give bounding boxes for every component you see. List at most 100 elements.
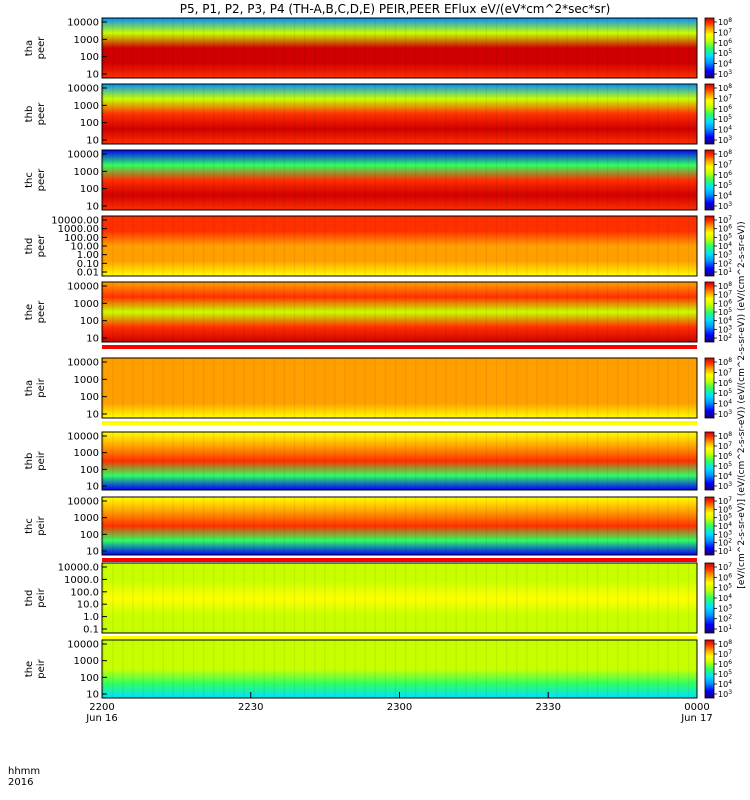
texture-stripe <box>273 358 275 418</box>
texture-stripe <box>647 640 649 698</box>
texture-stripe <box>233 282 235 342</box>
texture-stripe <box>425 358 427 418</box>
texture-stripe <box>112 216 114 276</box>
colorbar-tick-label: 103 <box>718 409 732 419</box>
colorbar-tick-label: 106 <box>718 659 732 669</box>
texture-stripe <box>526 150 528 210</box>
texture-stripe <box>102 18 104 78</box>
colorbar-tick-label: 105 <box>718 669 732 679</box>
texture-stripe <box>102 150 105 210</box>
texture-stripe <box>667 640 669 698</box>
texture-stripe <box>243 497 245 555</box>
texture-stripe <box>283 563 285 633</box>
texture-stripe <box>182 216 184 276</box>
texture-stripe <box>293 18 296 78</box>
texture-stripe <box>384 18 386 78</box>
texture-stripe <box>566 282 568 342</box>
texture-stripe <box>102 640 104 698</box>
colorbar-tick-label: 107 <box>718 496 732 506</box>
texture-stripe <box>253 432 255 490</box>
panel-frame <box>101 431 698 491</box>
texture-stripe <box>485 358 487 418</box>
texture-stripe <box>293 150 296 210</box>
texture-stripe <box>293 358 296 418</box>
panel-thd-peer: thdpeer 10000.001000.00100.0010.001.000.1… <box>24 215 732 279</box>
texture-stripe <box>172 358 174 418</box>
texture-stripe <box>192 282 195 342</box>
spectrogram-thd-peer <box>102 216 697 276</box>
texture-stripe <box>445 563 447 633</box>
colorbar <box>704 149 715 211</box>
texture-stripe <box>162 432 164 490</box>
texture-stripe <box>566 216 568 276</box>
colorbar-tick-label: 106 <box>718 378 732 388</box>
texture-stripe <box>162 563 164 633</box>
texture-stripe <box>516 563 518 633</box>
texture-stripe <box>142 640 144 698</box>
texture-stripe <box>405 497 407 555</box>
texture-stripe <box>687 640 689 698</box>
texture-stripe <box>687 18 689 78</box>
texture-stripe <box>192 563 195 633</box>
texture-stripe <box>142 497 144 555</box>
texture-stripe <box>506 150 508 210</box>
texture-stripe <box>506 18 508 78</box>
texture-stripe <box>475 497 477 555</box>
texture-stripe <box>415 216 417 276</box>
colorbar-tick-label: 105 <box>718 583 732 593</box>
texture-stripe <box>192 497 195 555</box>
texture-stripe <box>364 150 366 210</box>
texture-stripe <box>657 497 659 555</box>
texture-stripe <box>415 282 417 342</box>
texture-stripe <box>566 563 568 633</box>
colorbar-tick-label: 105 <box>718 307 732 317</box>
y-tick-label: 100 <box>80 392 99 403</box>
texture-stripe <box>435 150 437 210</box>
texture-stripe <box>495 282 498 342</box>
texture-stripe <box>506 640 508 698</box>
texture-stripe <box>495 640 498 698</box>
texture-stripe <box>617 432 619 490</box>
texture-stripe <box>546 640 548 698</box>
colorbar <box>704 496 715 556</box>
texture-stripe <box>495 84 498 144</box>
texture-stripe <box>617 358 619 418</box>
texture-stripe <box>556 640 558 698</box>
texture-stripe <box>384 282 386 342</box>
texture-stripe <box>152 497 154 555</box>
texture-stripe <box>677 432 679 490</box>
texture-stripe <box>273 216 275 276</box>
texture-stripe <box>162 216 164 276</box>
texture-stripe <box>657 84 659 144</box>
texture-stripe <box>152 150 154 210</box>
texture-stripe <box>425 150 427 210</box>
texture-stripe <box>435 640 437 698</box>
texture-stripe <box>122 640 124 698</box>
texture-stripe <box>475 358 477 418</box>
texture-stripe <box>536 358 538 418</box>
texture-stripe <box>364 497 366 555</box>
texture-stripe <box>627 563 629 633</box>
texture-stripe <box>263 563 265 633</box>
texture-stripe <box>506 282 508 342</box>
texture-stripe <box>586 358 588 418</box>
texture-stripe <box>102 84 105 144</box>
texture-stripe <box>223 84 225 144</box>
colorbar-unit-label: [eV/(cm^2-s-sr-eV)] (eV/(cm^2-s-sr-eV)) … <box>737 221 747 588</box>
texture-stripe <box>344 84 346 144</box>
texture-stripe <box>253 216 255 276</box>
colorbar-tick-label: 104 <box>718 471 732 481</box>
texture-stripe <box>374 497 376 555</box>
texture-stripe <box>324 640 326 698</box>
texture-stripe <box>576 497 578 555</box>
texture-stripe <box>516 282 518 342</box>
texture-stripe <box>344 18 346 78</box>
texture-stripe <box>546 432 548 490</box>
texture-stripe <box>647 84 649 144</box>
panel-frame <box>101 17 698 79</box>
texture-stripe <box>223 563 225 633</box>
texture-stripe <box>334 216 336 276</box>
texture-stripe <box>586 216 588 276</box>
